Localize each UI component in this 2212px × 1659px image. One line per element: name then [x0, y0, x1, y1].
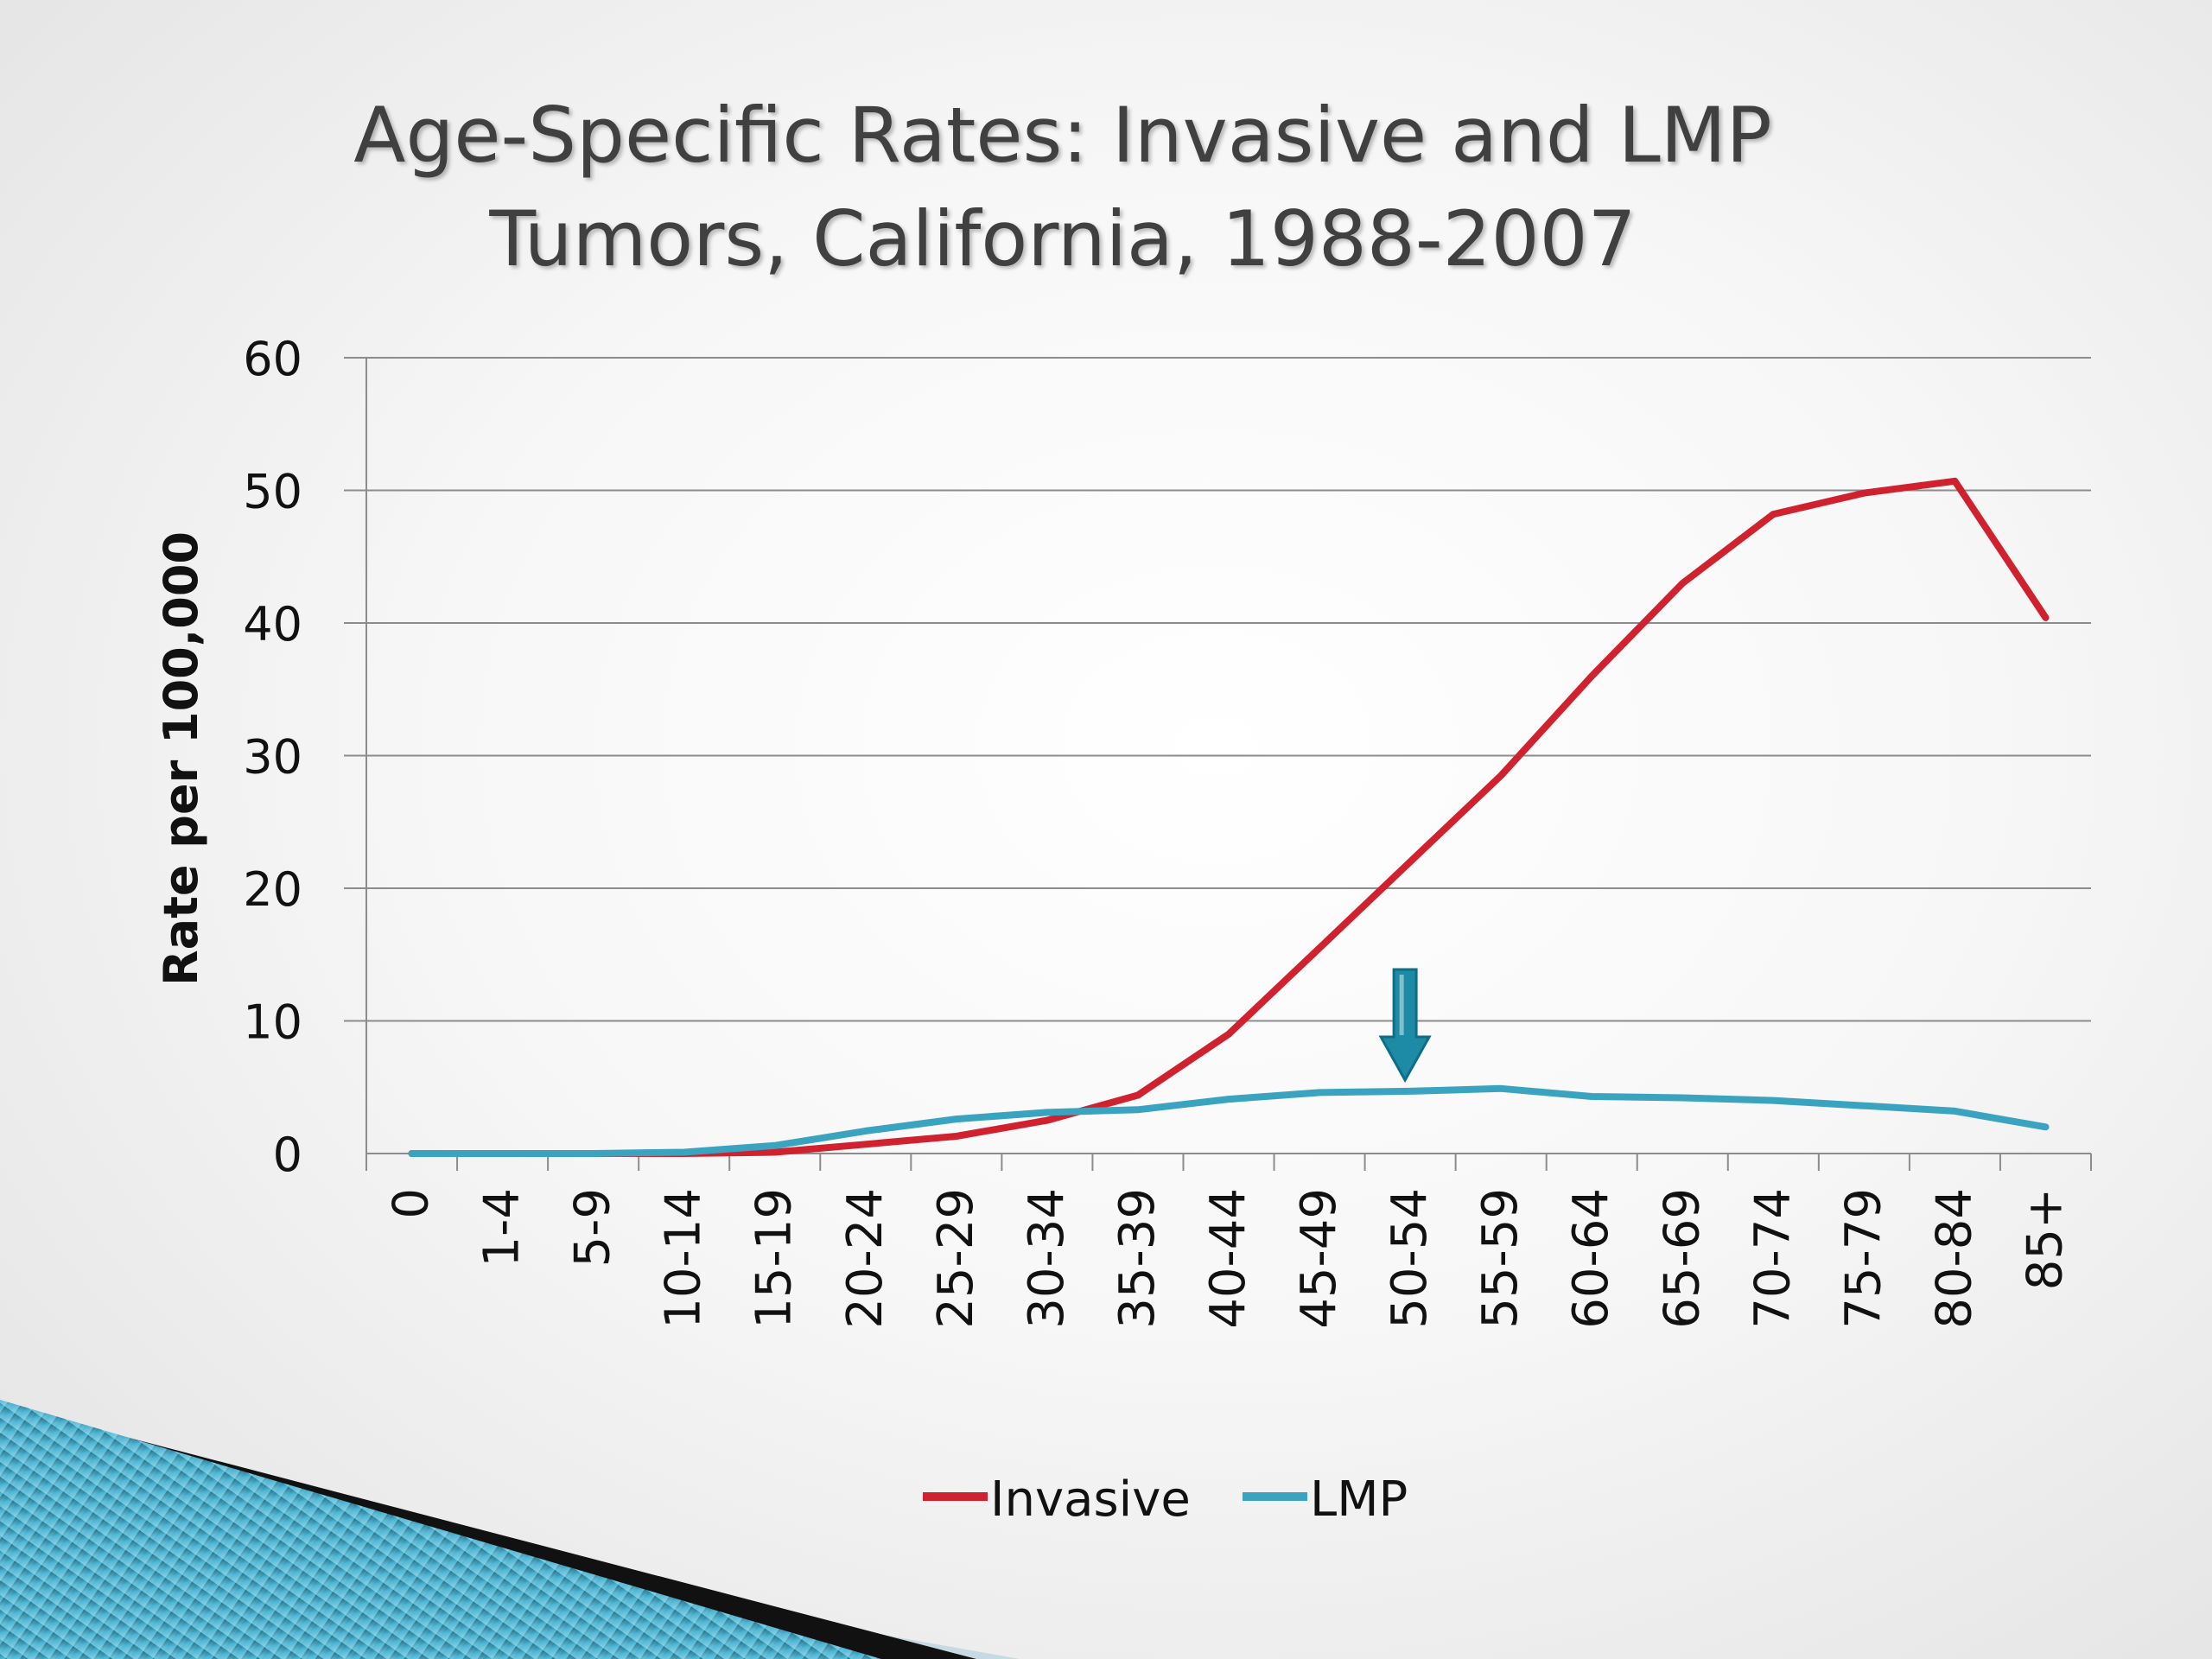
annotation-arrow [1378, 968, 1432, 1084]
x-tick-label: 40-44 [1200, 1188, 1256, 1329]
legend-label-lmp: LMP [1310, 1471, 1408, 1528]
x-tick-label: 65-69 [1654, 1188, 1710, 1329]
x-tick-label: 25-29 [928, 1188, 984, 1329]
x-tick-label: 70-74 [1745, 1188, 1801, 1329]
x-tick-label: 60-64 [1563, 1188, 1619, 1329]
x-tick-label: 35-39 [1109, 1188, 1166, 1329]
series-line-lmp [408, 1084, 2050, 1157]
x-tick-label: 50-54 [1382, 1188, 1438, 1329]
y-tick-label: 30 [243, 730, 302, 785]
slide-title-line-2: Tumors, California, 1988-2007 [489, 194, 1637, 283]
y-tick-label: 50 [243, 465, 302, 519]
gridlines [344, 357, 2091, 1022]
y-tick-label: 20 [243, 862, 302, 917]
y-tick-label: 60 [243, 332, 302, 386]
x-tick-label: 85+ [2017, 1188, 2073, 1290]
series-lines [408, 477, 2050, 1157]
x-tick-label: 5-9 [565, 1188, 621, 1267]
x-tick-label: 15-19 [747, 1188, 803, 1329]
x-tick-label: 0 [384, 1188, 440, 1219]
x-tick-label: 45-49 [1291, 1188, 1347, 1329]
x-tick-labels: 0 1-4 5-9 10-14 15-19 20-24 25-29 30-34 35-39 40-… [384, 1188, 2074, 1329]
y-tick-label: 40 [243, 597, 302, 652]
legend-label-invasive: Invasive [990, 1471, 1191, 1528]
down-arrow-icon [1378, 968, 1432, 1084]
y-tick-label: 0 [273, 1128, 302, 1182]
y-axis-label: Rate per 100,000 [154, 531, 208, 986]
legend: Invasive LMP [923, 1471, 1408, 1528]
x-tick-label: 75-79 [1835, 1188, 1891, 1329]
x-tick-label: 20-24 [837, 1188, 893, 1329]
slide-title-line-1: Age-Specific Rates: Invasive and LMP [353, 91, 1772, 180]
x-tick-label: 10-14 [656, 1188, 712, 1329]
series-line-invasive [408, 477, 2050, 1157]
x-tick-label: 30-34 [1019, 1188, 1075, 1329]
y-tick-labels: 0 10 20 30 40 50 60 [243, 332, 302, 1182]
y-tick-label: 10 [243, 995, 302, 1050]
x-tick-label: 1-4 [474, 1188, 531, 1267]
x-tick-label: 55-59 [1472, 1188, 1529, 1329]
axes [365, 358, 2092, 1171]
x-tick-label: 80-84 [1926, 1188, 1982, 1329]
